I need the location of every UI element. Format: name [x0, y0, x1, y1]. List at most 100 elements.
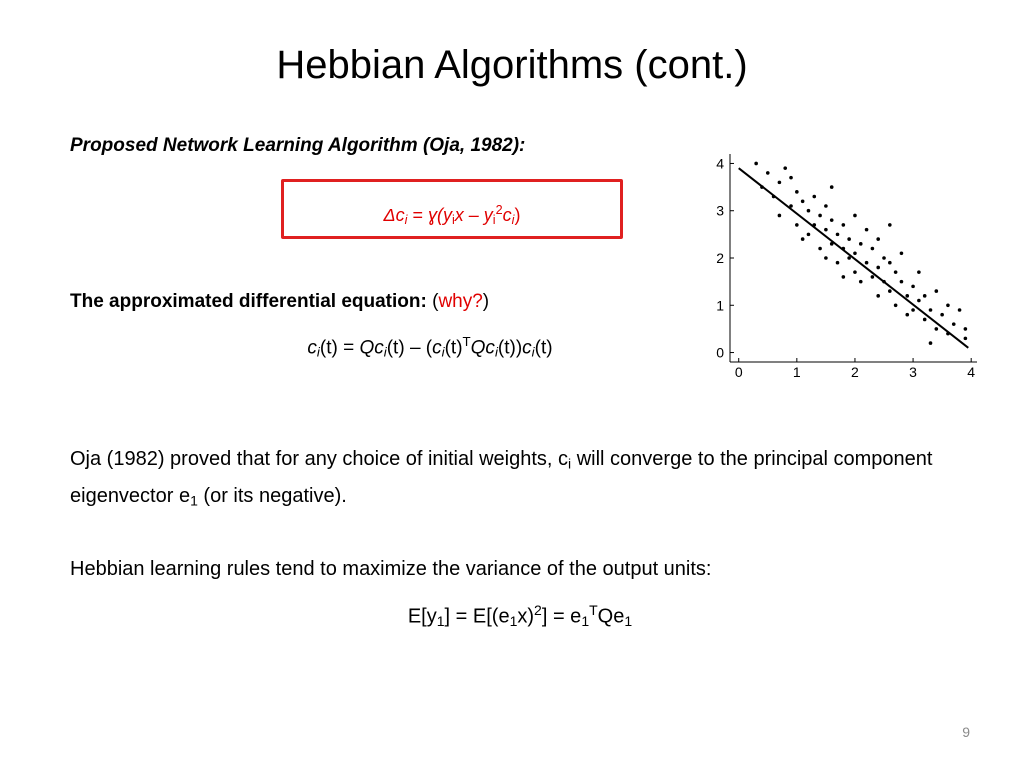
point — [888, 289, 892, 293]
text-run: i — [441, 344, 445, 360]
point — [847, 256, 851, 260]
x-tick-label: 2 — [851, 364, 859, 380]
point — [841, 223, 846, 227]
point — [835, 260, 840, 265]
text-run: will converge to the principal component… — [70, 448, 933, 507]
text-run: ( — [432, 291, 439, 312]
text-run: (t) — [534, 337, 553, 359]
text-run: 1 — [624, 613, 633, 630]
text-run: c — [432, 337, 442, 359]
point — [917, 298, 921, 303]
text-run: ɣ( — [427, 204, 443, 225]
y-tick-label: 4 — [716, 155, 724, 171]
text-run: Qc — [359, 337, 384, 359]
point — [829, 185, 834, 189]
point — [777, 213, 782, 218]
x-tick-label: 1 — [793, 364, 801, 380]
text-run: ] = e — [541, 605, 582, 628]
point — [928, 308, 933, 312]
text-run: 2 — [495, 203, 503, 217]
text-run: c — [502, 204, 512, 225]
ode-formula: ci(t) = Qci(t) – (ci(t)TQci(t))ci(t) — [180, 326, 680, 369]
point — [922, 317, 927, 322]
point — [864, 260, 869, 265]
paragraph: Oja (1982) proved that for any choice of… — [70, 443, 940, 516]
text-run: (t)) — [497, 337, 523, 359]
point — [934, 289, 939, 293]
text-run: c — [522, 337, 532, 359]
ode-heading: The approximated differential equation: … — [70, 286, 489, 318]
point — [806, 232, 811, 237]
y-tick-label: 1 — [716, 297, 724, 313]
text-run: i — [568, 455, 572, 472]
subtitle: Proposed Network Learning Algorithm (Oja… — [70, 135, 526, 156]
point — [888, 260, 892, 265]
point — [870, 246, 875, 251]
point — [876, 294, 880, 298]
point — [893, 303, 898, 308]
text-run: why? — [438, 291, 483, 312]
point — [824, 204, 828, 208]
point — [963, 336, 968, 341]
y-tick-label: 0 — [716, 345, 724, 361]
point — [847, 237, 851, 241]
point — [870, 275, 875, 279]
point — [789, 204, 793, 208]
point — [800, 199, 805, 204]
text-run: Oja (1982) proved that for any choice of… — [70, 448, 569, 470]
point — [853, 213, 857, 218]
text-run: x – y — [454, 204, 493, 225]
point — [783, 166, 788, 170]
text-run: The approximated differential equation: — [70, 291, 433, 312]
x-tick-label: 3 — [909, 364, 917, 380]
text-run: (t) = — [319, 337, 360, 359]
text-run: 1 — [581, 613, 590, 630]
rule-formula: Δci = ɣ(yix – yi2ci) — [281, 194, 623, 236]
text-run: i — [383, 344, 387, 360]
text-run: T — [462, 334, 471, 349]
text-run: (t) — [444, 337, 463, 359]
text-run: i — [494, 344, 498, 360]
point — [864, 227, 869, 232]
point — [818, 246, 822, 251]
point — [911, 308, 915, 312]
x-tick-label: 0 — [735, 364, 743, 380]
slide-title: Hebbian Algorithms (cont.) — [276, 43, 748, 87]
text-run: i — [492, 213, 496, 228]
text-run: (t) – ( — [386, 337, 433, 359]
y-tick-label: 2 — [716, 250, 724, 266]
point — [835, 232, 840, 237]
point — [800, 237, 805, 241]
point — [876, 237, 880, 241]
point — [829, 218, 834, 222]
text-run: Qc — [470, 337, 495, 359]
point — [899, 279, 904, 284]
point — [957, 308, 962, 312]
text-run: ) — [514, 204, 521, 225]
text-run: (or its negative). — [197, 484, 347, 507]
point — [951, 322, 956, 326]
fit-line — [738, 167, 969, 349]
point — [899, 251, 904, 256]
text-run: E[y — [407, 605, 437, 628]
text-run: Hebbian learning rules tend to maximize … — [70, 558, 712, 580]
point — [853, 270, 857, 274]
point — [824, 256, 828, 260]
text-run: i — [316, 344, 320, 360]
text-run: x) — [517, 605, 535, 628]
text-run: Qe — [597, 605, 625, 628]
text-run: = — [407, 204, 428, 225]
scatter-plot: 0 1 2 3 4 0 1 2 3 4 — [716, 154, 977, 380]
point — [765, 171, 770, 175]
text-run: i — [531, 344, 535, 360]
x-tick-label: 4 — [967, 364, 975, 380]
point — [824, 227, 828, 232]
text-run: i — [451, 213, 455, 228]
text-run: 2 — [534, 602, 542, 618]
paragraph: Hebbian learning rules tend to maximize … — [70, 553, 940, 585]
text-run: i — [404, 213, 408, 228]
point — [876, 265, 880, 270]
point — [928, 341, 933, 345]
text-run: 1 — [509, 613, 518, 630]
